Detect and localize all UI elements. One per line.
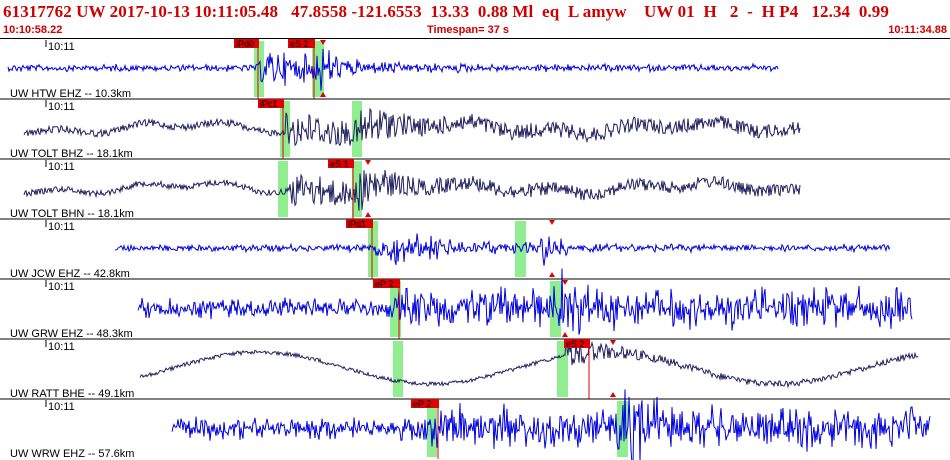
channel-label: UW RATT BHE -- 49.1km <box>10 388 134 400</box>
pick-label: eS 2 <box>566 339 585 349</box>
pick-window <box>550 281 561 337</box>
channel-label: UW GRW EHZ -- 48.3km <box>10 328 133 340</box>
pick-flag[interactable] <box>411 399 439 408</box>
waveform-trace <box>139 339 919 389</box>
pick-window <box>393 341 403 397</box>
channel-time-label: 10:11 <box>48 341 75 353</box>
pick-window <box>427 401 437 457</box>
channel-time-label: 10:11 <box>48 281 75 293</box>
event-header: 61317762 UW 2017-10-13 10:11:05.48 47.85… <box>0 0 950 39</box>
arrival-marker-bottom <box>549 272 555 277</box>
channel-time-label: 10:11 <box>48 41 75 53</box>
pick-flag[interactable] <box>346 219 373 228</box>
pick-label: iPd0 <box>236 39 254 49</box>
arrival-marker-top <box>549 220 555 225</box>
channel-time-label: 10:11 <box>48 221 75 233</box>
channel-row[interactable]: eP 2 10:11 UW WRW EHZ -- 57.6km <box>0 389 950 460</box>
arrival-marker-bottom <box>365 212 371 217</box>
pick-label: iPc1 <box>260 99 278 109</box>
arrival-marker-top <box>320 40 326 45</box>
pick-window <box>557 341 568 397</box>
arrival-marker-top <box>610 340 616 345</box>
arrival-marker-bottom <box>562 332 568 337</box>
pick-label: eP 2 <box>413 399 431 409</box>
waveform-trace <box>7 48 779 91</box>
channel-row[interactable]: eS 2 10:11 UW RATT BHE -- 49.1km <box>0 338 950 400</box>
channel-row[interactable]: eS 1 10:11 UW TOLT BHN -- 18.1km <box>0 158 950 220</box>
pick-window <box>390 281 401 337</box>
pick-window <box>368 221 378 277</box>
arrival-marker-bottom <box>320 92 326 97</box>
channel-label: UW HTW EHZ -- 10.3km <box>10 88 131 100</box>
pick-window <box>617 401 628 457</box>
waveform-trace <box>114 233 891 266</box>
pick-label: eS 1 <box>330 159 349 169</box>
pick-window <box>352 161 362 217</box>
pick-label: eS 2 <box>290 39 309 49</box>
channel-row[interactable]: eP 2 10:11 UW GRW EHZ -- 48.3km <box>0 268 950 341</box>
arrival-marker-bottom <box>610 392 616 397</box>
pick-label: eP 2 <box>375 279 393 289</box>
pick-flag[interactable] <box>234 39 259 48</box>
arrival-marker-top <box>562 280 568 285</box>
pick-flag[interactable] <box>288 39 315 48</box>
pick-flag[interactable] <box>564 339 590 348</box>
channel-label: UW TOLT BHZ -- 18.1km <box>10 148 133 160</box>
waveform-trace <box>171 389 931 460</box>
end-time: 10:11:34.88 <box>888 24 947 36</box>
channel-row[interactable]: iPc1 10:11 UW TOLT BHZ -- 18.1km <box>0 98 950 160</box>
start-time: 10:10:58.22 <box>3 24 63 36</box>
pick-flag[interactable] <box>258 99 284 108</box>
arrival-marker-top <box>365 160 371 165</box>
channel-row[interactable]: iPd0 eS 2 10:11 UW HTW EHZ -- 10.3km <box>7 39 779 100</box>
channel-time-label: 10:11 <box>48 101 75 113</box>
pick-flag[interactable] <box>328 159 354 168</box>
pick-window <box>278 161 288 217</box>
waveform-trace <box>23 169 801 211</box>
waveform-trace <box>23 107 801 147</box>
channel-row[interactable]: iPd1 10:11 UW JCW EHZ -- 42.8km <box>0 218 950 280</box>
event-summary: 61317762 UW 2017-10-13 10:11:05.48 47.85… <box>3 2 890 21</box>
channel-time-label: 10:11 <box>48 401 75 413</box>
channel-time-label: 10:11 <box>48 161 75 173</box>
pick-window <box>254 41 264 97</box>
timespan-label: Timespan= 37 s <box>427 24 510 36</box>
channel-label: UW WRW EHZ -- 57.6km <box>10 448 134 460</box>
channel-label: UW JCW EHZ -- 42.8km <box>10 268 130 280</box>
pick-label: iPd1 <box>348 219 366 229</box>
pick-window <box>352 101 362 157</box>
channel-label: UW TOLT BHN -- 18.1km <box>10 208 134 220</box>
waveform-trace <box>137 268 913 335</box>
pick-flag[interactable] <box>373 279 400 288</box>
